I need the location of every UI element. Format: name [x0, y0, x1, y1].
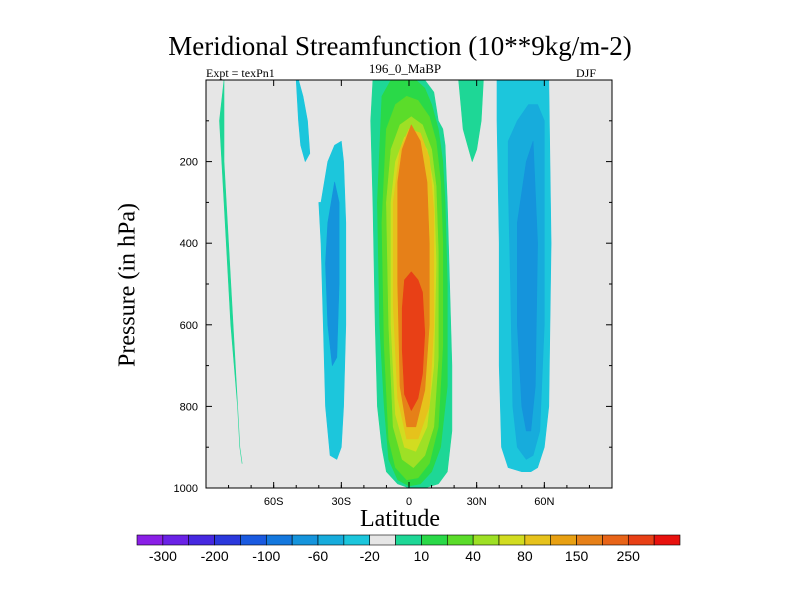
colorbar-swatch — [602, 534, 629, 546]
colorbar-label: -20 — [360, 548, 380, 564]
colorbar-swatch — [240, 534, 267, 546]
colorbar-swatch — [369, 534, 396, 546]
colorbar: -300 -200 -100 -60 -20 10 40 80 150 250 — [136, 534, 681, 564]
y-tick-label: 800 — [180, 401, 198, 413]
x-axis-label: Latitude — [360, 506, 440, 532]
colorbar-label: -60 — [308, 548, 328, 564]
colorbar-swatch — [265, 534, 293, 546]
x-tick-label: 60N — [534, 496, 554, 508]
colorbar-swatch — [421, 534, 448, 546]
contour-fills — [206, 79, 612, 489]
x-tick-label: 30N — [467, 496, 487, 508]
colorbar-swatch — [498, 534, 526, 546]
colorbar-swatch — [162, 534, 190, 546]
x-tick-label: 30S — [332, 496, 352, 508]
experiment-label: Expt = texPn1 — [206, 66, 275, 80]
colorbar-label: 250 — [617, 548, 641, 564]
colorbar-swatch — [317, 534, 345, 546]
contour-nh-negative-core — [516, 140, 538, 432]
colorbar-label: -300 — [149, 548, 177, 564]
x-tick-label: 60S — [264, 496, 284, 508]
contour-hadley-core — [401, 271, 426, 411]
contour-sh-weak-negative-upper — [295, 79, 311, 162]
contour-sh-negative-core — [325, 181, 340, 366]
colorbar-swatch — [576, 534, 603, 546]
colorbar-swatch — [343, 534, 371, 546]
colorbar-label: -100 — [252, 548, 280, 564]
y-tick-label: 200 — [180, 157, 198, 169]
colorbar-label: 40 — [465, 548, 481, 564]
y-tick-label: 1000 — [174, 483, 198, 495]
colorbar-swatch — [472, 534, 500, 546]
colorbar-label: 150 — [565, 548, 589, 564]
colorbar-swatch — [446, 534, 474, 546]
colorbar-swatch — [214, 534, 241, 546]
axis-ticks: 60S 30S 0 30N 60N 200 400 600 800 1000 — [174, 80, 612, 508]
chart-title: Meridional Streamfunction (10**9kg/m-2) — [168, 31, 632, 61]
colorbar-swatch — [627, 534, 655, 546]
colorbar-swatch — [395, 534, 422, 546]
colorbar-swatch — [524, 534, 552, 546]
colorbar-swatch — [550, 534, 577, 546]
y-tick-label: 400 — [180, 238, 198, 250]
colorbar-label: 10 — [414, 548, 430, 564]
y-tick-label: 600 — [180, 320, 198, 332]
season-label: DJF — [575, 66, 596, 80]
colorbar-swatch — [188, 534, 215, 546]
colorbar-label: 80 — [517, 548, 533, 564]
x-tick-label: 0 — [406, 496, 412, 508]
colorbar-swatch — [653, 534, 681, 546]
colorbar-swatch — [291, 534, 319, 546]
colorbar-swatch — [136, 534, 164, 546]
chart-subtitle: 196_0_MaBP — [368, 61, 442, 76]
colorbar-label: -200 — [201, 548, 229, 564]
